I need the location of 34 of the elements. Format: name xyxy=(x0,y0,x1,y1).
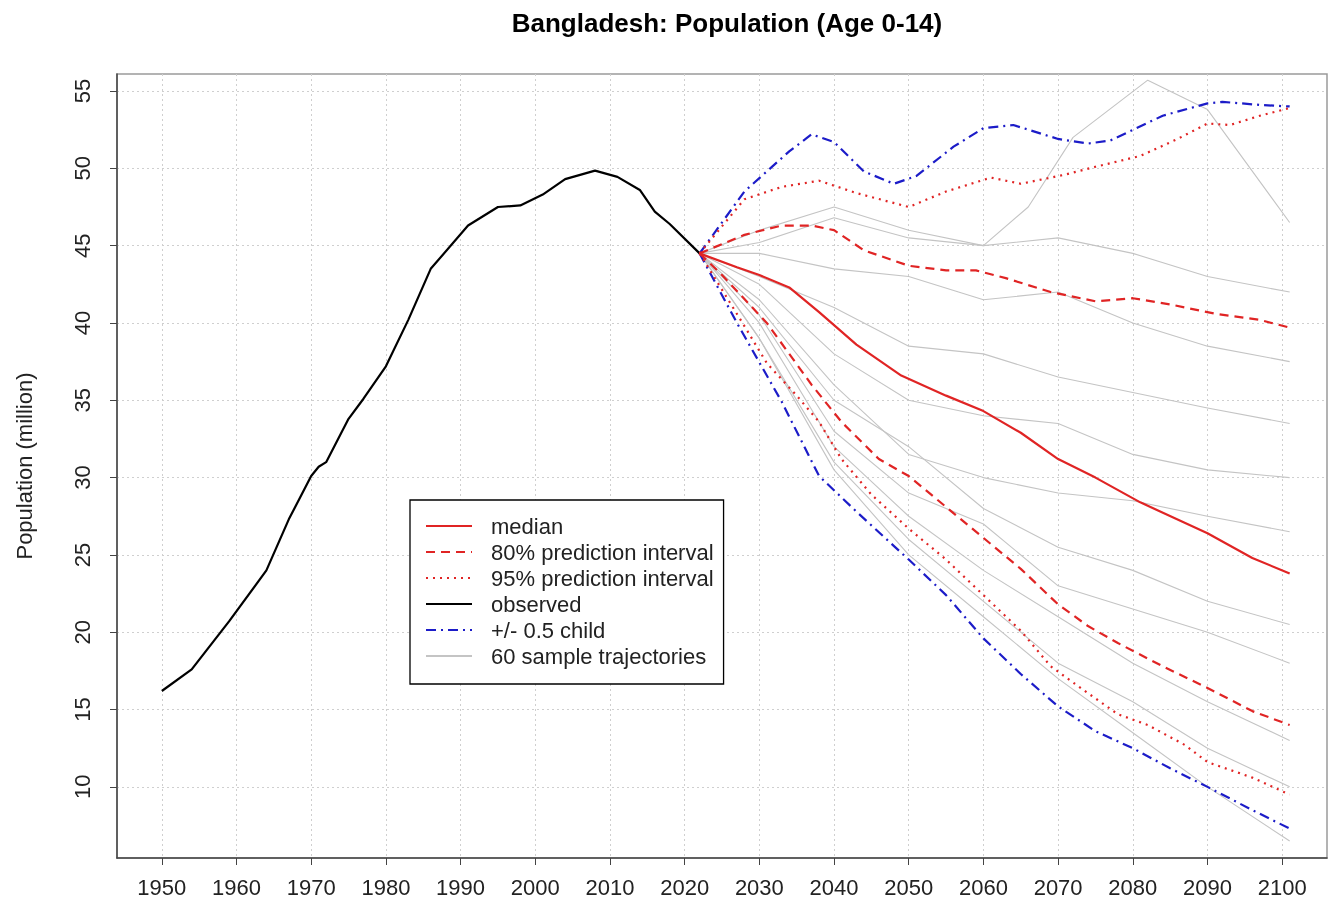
y-tick-label: 25 xyxy=(69,542,95,568)
y-tick-label: 10 xyxy=(69,774,95,800)
x-tick-label: 2090 xyxy=(1183,874,1232,900)
legend-label: median xyxy=(491,513,564,539)
legend-label: 95% prediction interval xyxy=(491,565,714,591)
y-tick-label: 50 xyxy=(69,156,95,181)
x-tick-label: 2020 xyxy=(660,874,710,900)
x-tick-label: 1950 xyxy=(137,874,187,900)
x-tick-label: 2070 xyxy=(1033,874,1083,900)
y-tick-label: 40 xyxy=(69,310,95,336)
x-tick-label: 2010 xyxy=(585,874,635,900)
y-axis-title: Population (million) xyxy=(11,372,37,560)
x-tick-label: 2000 xyxy=(510,874,560,900)
x-tick-label: 2080 xyxy=(1108,874,1158,900)
x-tick-label: 1990 xyxy=(436,874,486,900)
x-tick-label: 2100 xyxy=(1257,874,1307,900)
x-tick-label: 1970 xyxy=(286,874,336,900)
y-tick-label: 45 xyxy=(69,233,95,258)
x-tick-label: 2030 xyxy=(734,874,784,900)
legend-label: observed xyxy=(491,591,582,617)
legend-label: 60 sample trajectories xyxy=(491,643,707,669)
y-tick-label: 15 xyxy=(69,697,95,722)
y-tick-label: 55 xyxy=(69,78,95,104)
x-tick-label: 2040 xyxy=(809,874,859,900)
x-tick-label: 2060 xyxy=(958,874,1008,900)
x-tick-label: 1980 xyxy=(361,874,411,900)
legend-label: 80% prediction interval xyxy=(491,539,714,565)
x-tick-label: 1960 xyxy=(212,874,261,900)
y-tick-label: 20 xyxy=(69,619,95,645)
chart-title: Bangladesh: Population (Age 0-14) xyxy=(511,8,943,38)
y-tick-label: 30 xyxy=(69,465,95,490)
x-tick-label: 2050 xyxy=(884,874,934,900)
y-tick-label: 35 xyxy=(69,388,95,413)
legend-label: +/- 0.5 child xyxy=(491,617,606,643)
